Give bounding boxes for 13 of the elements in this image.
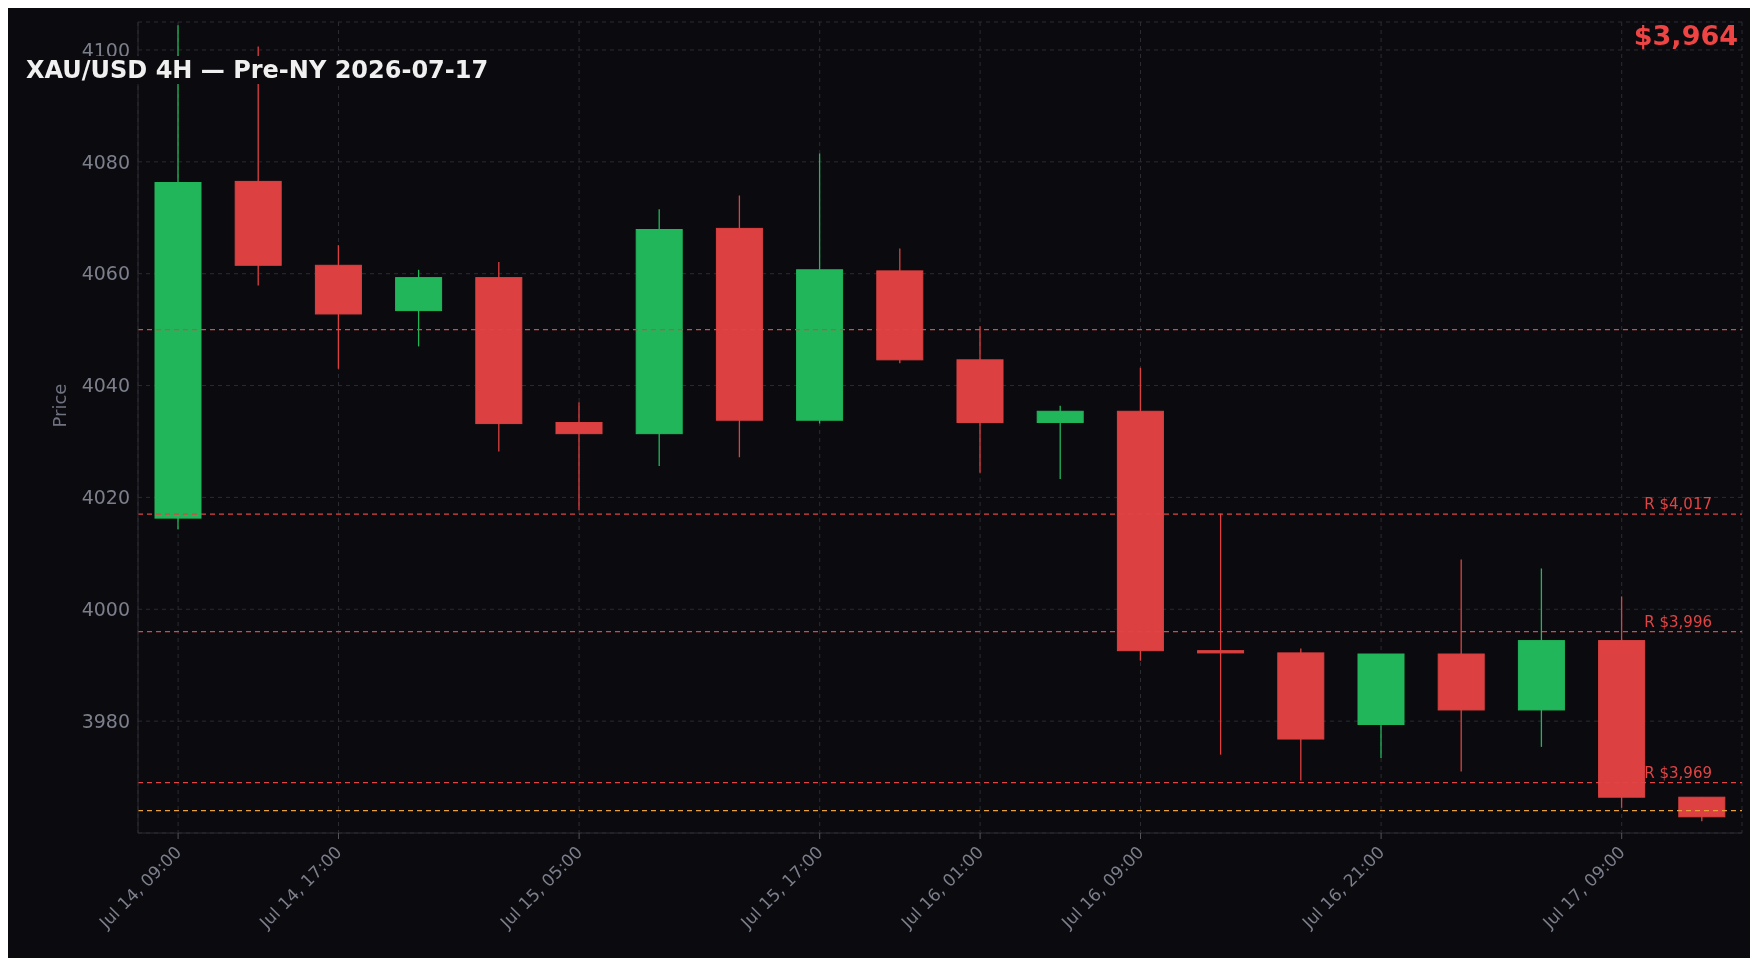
- candlestick: [555, 401, 603, 511]
- ref-line-label: R $3,996: [1644, 612, 1712, 631]
- ref-line-label: R $3,969: [1644, 763, 1712, 782]
- y-tick-label: 4060: [81, 262, 130, 285]
- text: XAU/USD 4H — Pre-NY 2026-07-17: [22, 56, 493, 84]
- y-tick-label: 3980: [81, 709, 130, 732]
- annotation: $3,964: [1633, 20, 1738, 51]
- y-tick-label: 4040: [81, 374, 130, 397]
- y-tick-label: 4000: [81, 598, 130, 621]
- y-tick-label: 4020: [81, 486, 130, 509]
- y-tick-label: 4080: [81, 150, 130, 173]
- ref-line-label: R $4,017: [1644, 495, 1712, 514]
- y-axis-title: Price: [49, 383, 71, 428]
